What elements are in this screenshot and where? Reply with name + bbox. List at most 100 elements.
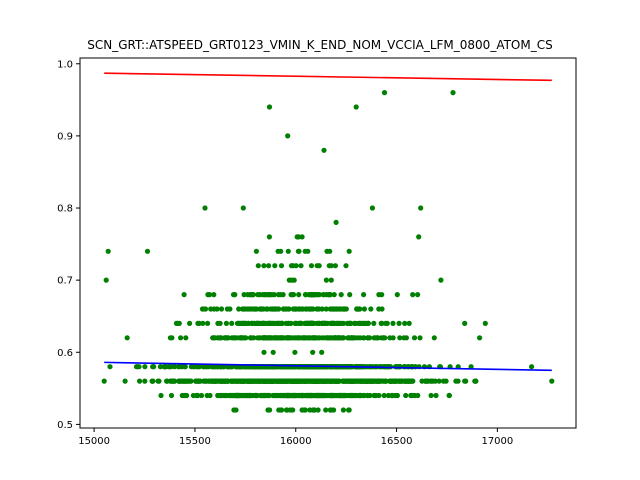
data-point [382, 335, 388, 341]
data-point [374, 378, 380, 384]
data-point [316, 320, 322, 326]
data-point [394, 292, 400, 298]
data-point [168, 392, 175, 399]
data-point [179, 378, 186, 384]
data-point [241, 292, 247, 298]
data-point [179, 392, 185, 399]
data-point [436, 378, 442, 384]
data-point [367, 335, 373, 341]
data-point [302, 248, 308, 254]
data-point [142, 378, 148, 384]
data-point [432, 378, 438, 384]
data-point [101, 378, 107, 384]
blue-fit-line [104, 361, 552, 372]
data-point [283, 407, 290, 413]
data-point [340, 335, 347, 341]
data-point [242, 335, 248, 341]
data-point [290, 407, 296, 413]
data-point [266, 320, 273, 326]
data-point [462, 320, 468, 326]
data-point [433, 392, 439, 399]
data-point [335, 320, 341, 326]
data-point [438, 277, 444, 283]
data-point [253, 248, 259, 254]
data-point [462, 378, 468, 384]
data-point [403, 392, 409, 399]
data-point [193, 378, 199, 384]
data-point [315, 392, 321, 399]
data-point [217, 320, 223, 326]
data-point [361, 306, 367, 312]
data-point [371, 320, 377, 326]
data-point [196, 320, 202, 326]
data-point [328, 277, 334, 283]
data-point [210, 364, 216, 370]
data-point [340, 320, 346, 326]
data-point [309, 378, 315, 384]
data-point [198, 392, 205, 399]
data-point [431, 335, 437, 341]
data-point [289, 292, 296, 298]
data-point [349, 392, 355, 399]
data-point [240, 205, 246, 211]
data-point [341, 306, 347, 312]
data-point [364, 378, 370, 384]
data-point [417, 335, 423, 341]
data-point [163, 364, 169, 370]
data-point [268, 306, 274, 312]
data-point [202, 205, 208, 211]
data-point [293, 263, 299, 269]
data-point [275, 378, 281, 384]
data-point [214, 306, 220, 312]
data-point [306, 320, 312, 326]
data-point [107, 364, 113, 370]
data-point [337, 335, 343, 341]
data-point [341, 378, 347, 384]
data-point [338, 292, 344, 298]
data-point [307, 392, 314, 399]
data-point [300, 335, 306, 341]
data-point [134, 364, 140, 370]
data-point [331, 292, 337, 298]
data-point [216, 378, 222, 384]
data-point [369, 205, 375, 211]
data-point [310, 349, 316, 355]
data-point [296, 292, 302, 298]
data-point [232, 292, 238, 298]
data-point [314, 306, 320, 312]
data-point [217, 335, 224, 341]
data-point [281, 335, 287, 341]
data-point [270, 392, 276, 399]
data-point [203, 378, 209, 384]
data-point [203, 364, 209, 370]
data-point [361, 335, 367, 341]
data-point [286, 277, 292, 283]
data-point [183, 335, 189, 341]
data-point [277, 392, 283, 399]
data-point [266, 392, 272, 399]
data-point [367, 392, 373, 399]
data-point [264, 292, 270, 298]
data-point [314, 263, 320, 269]
data-point [270, 349, 276, 355]
data-point [242, 320, 248, 326]
data-point [346, 248, 352, 254]
data-point [338, 392, 344, 399]
data-point [221, 378, 228, 384]
data-point [387, 335, 393, 341]
x-tick-label: 16000 [280, 436, 312, 447]
data-point [257, 306, 263, 312]
data-point [549, 378, 555, 384]
data-point [285, 133, 291, 139]
y-tick-label: 0.7 [57, 276, 73, 287]
x-tick-label: 16500 [381, 436, 413, 447]
data-point [181, 292, 187, 298]
data-point [294, 378, 300, 384]
data-point [184, 378, 190, 384]
data-point [453, 378, 459, 384]
data-point [298, 263, 304, 269]
y-tick-label: 0.6 [57, 348, 73, 359]
data-point [332, 335, 338, 341]
data-point [396, 378, 402, 384]
data-point [477, 335, 483, 341]
